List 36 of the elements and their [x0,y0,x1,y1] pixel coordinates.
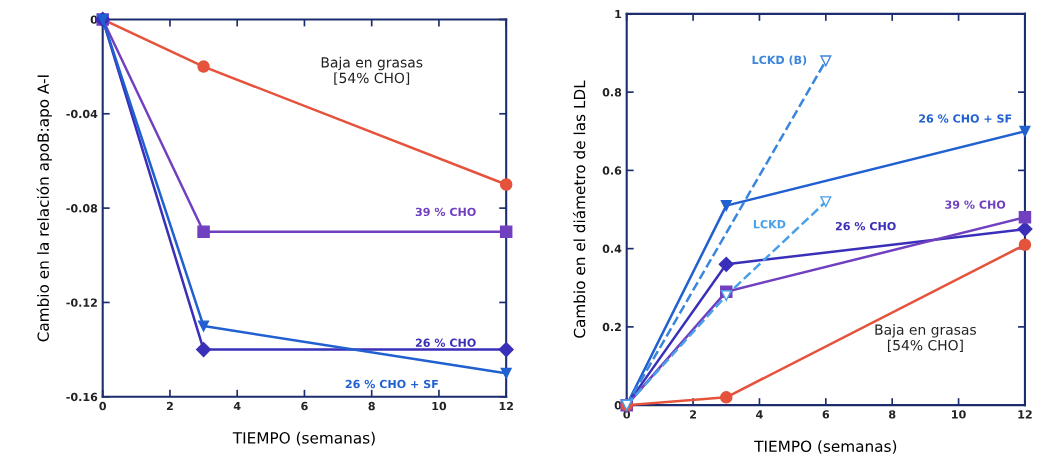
y-tick-label: -0.04 [66,109,98,119]
y-tick-label: -0.16 [66,392,98,402]
x-tick-label: 6 [822,410,830,419]
series-label: 26 % CHO [415,338,476,347]
y-tick-label: 0.6 [602,166,622,175]
y-axis-title: Cambio en la relación apoB:apo A-I [36,75,52,342]
y-tick-label: 1 [615,10,622,19]
series-label: LCKD [753,219,786,229]
y-tick-label: 0.4 [602,244,622,254]
y-tick-label: -0.12 [66,298,97,307]
x-tick-label: 8 [368,401,375,411]
series-label: 26 % CHO [835,221,896,231]
x-tick-label: 4 [756,410,763,419]
x-tick-label: 2 [166,401,173,411]
x-tick-label: 12 [1018,410,1032,419]
y-tick-label: 0.8 [602,88,622,97]
y-tick-label: 0.2 [602,322,621,332]
series-label: 26 % CHO + SF [345,379,438,389]
x-axis-title: TIEMPO (semanas) [232,431,375,446]
series-label: 39 % CHO [415,207,476,217]
x-tick-label: 4 [233,401,241,411]
x-tick-label: 8 [889,410,896,419]
x-tick-label: 6 [301,401,308,411]
y-axis-title: Cambio en el diámetro de las LDL [572,80,586,338]
series-label: Baja en grasas [54% CHO] [321,56,423,85]
x-tick-label: 10 [432,401,447,411]
series-label: 26 % CHO + SF [919,114,1012,123]
x-tick-label: 0 [99,401,107,411]
x-axis-title: TIEMPO (semanas) [754,440,897,454]
x-tick-label: 12 [499,401,513,411]
series-label: 39 % CHO [945,200,1006,209]
series-label: LCKD (B) [752,55,807,66]
x-tick-label: 10 [952,410,966,419]
x-tick-label: 2 [690,410,696,419]
y-tick-label: -0.08 [66,204,98,213]
series-label: Baja en grasas [54% CHO] [875,324,977,353]
